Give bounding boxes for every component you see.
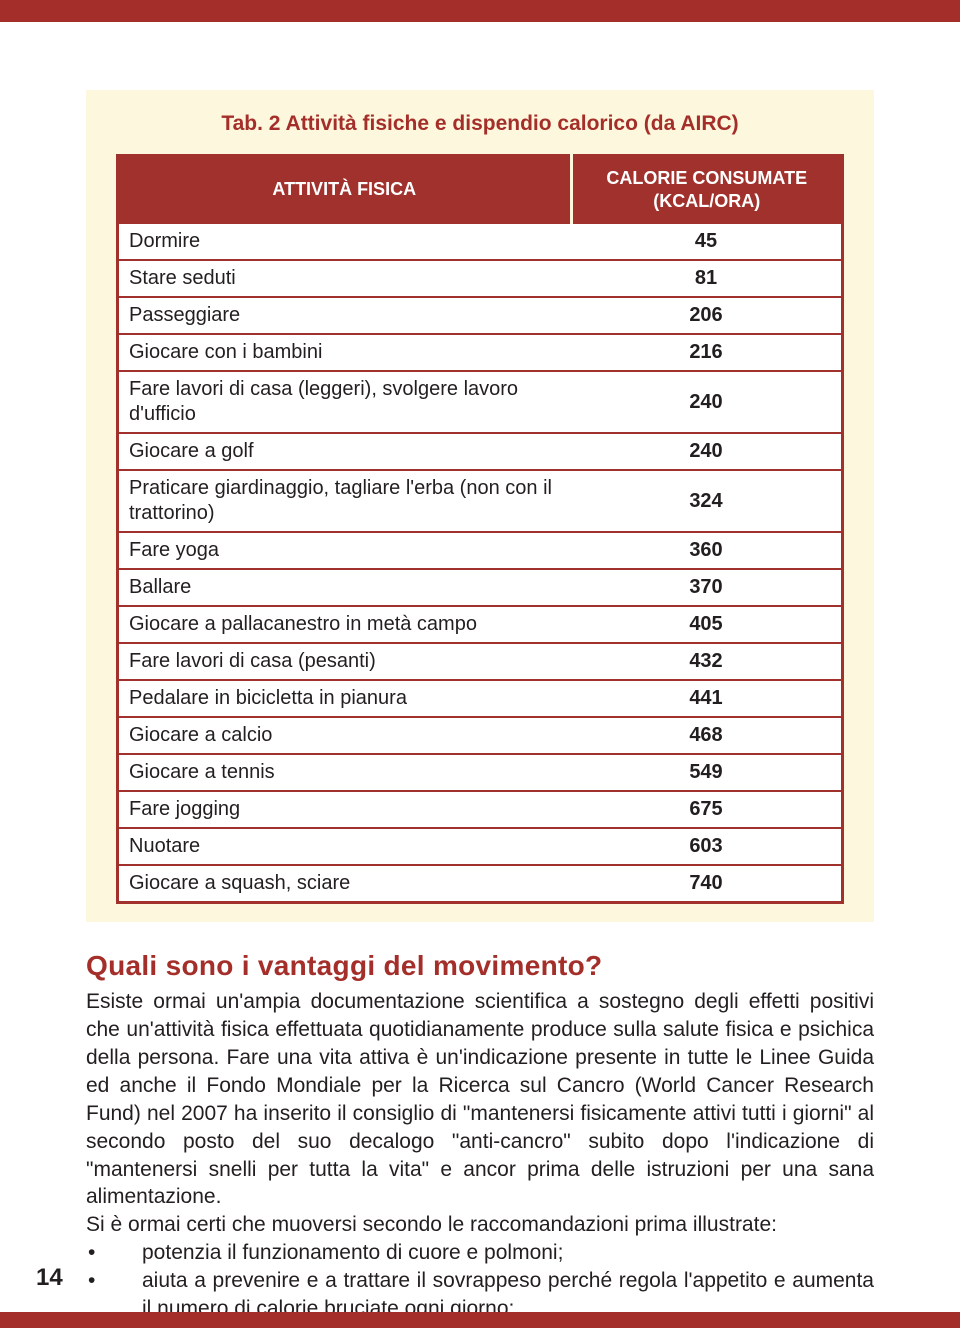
activity-cell: Stare seduti <box>118 260 572 297</box>
activity-cell: Passeggiare <box>118 297 572 334</box>
table-row: Fare lavori di casa (pesanti)432 <box>118 643 843 680</box>
table-row: Giocare a squash, sciare740 <box>118 865 843 903</box>
value-cell: 740 <box>571 865 843 903</box>
activity-cell: Dormire <box>118 223 572 260</box>
table-row: Ballare370 <box>118 569 843 606</box>
top-bar <box>0 0 960 22</box>
value-cell: 240 <box>571 371 843 433</box>
value-cell: 360 <box>571 532 843 569</box>
bullet-list: potenzia il funzionamento di cuore e pol… <box>86 1239 874 1323</box>
activity-cell: Fare lavori di casa (leggeri), svolgere … <box>118 371 572 433</box>
value-cell: 441 <box>571 680 843 717</box>
table-row: Praticare giardinaggio, tagliare l'erba … <box>118 470 843 532</box>
table-row: Giocare a pallacanestro in metà campo405 <box>118 606 843 643</box>
activity-cell: Praticare giardinaggio, tagliare l'erba … <box>118 470 572 532</box>
col-header-calories: CALORIE CONSUMATE (KCAL/ORA) <box>571 156 843 224</box>
value-cell: 324 <box>571 470 843 532</box>
table-row: Giocare a tennis549 <box>118 754 843 791</box>
table-row: Giocare a calcio468 <box>118 717 843 754</box>
activity-cell: Fare lavori di casa (pesanti) <box>118 643 572 680</box>
value-cell: 432 <box>571 643 843 680</box>
value-cell: 405 <box>571 606 843 643</box>
value-cell: 370 <box>571 569 843 606</box>
page-content: Tab. 2 Attività fisiche e dispendio calo… <box>0 22 960 1323</box>
activity-cell: Pedalare in bicicletta in pianura <box>118 680 572 717</box>
activity-cell: Giocare a tennis <box>118 754 572 791</box>
col-header-activity: ATTIVITÀ FISICA <box>118 156 572 224</box>
value-cell: 216 <box>571 334 843 371</box>
activity-cell: Giocare con i bambini <box>118 334 572 371</box>
table-row: Passeggiare206 <box>118 297 843 334</box>
value-cell: 549 <box>571 754 843 791</box>
value-cell: 675 <box>571 791 843 828</box>
activity-table: ATTIVITÀ FISICA CALORIE CONSUMATE (KCAL/… <box>116 154 844 904</box>
value-cell: 45 <box>571 223 843 260</box>
value-cell: 206 <box>571 297 843 334</box>
body-paragraph-1: Esiste ormai un'ampia documentazione sci… <box>86 988 874 1211</box>
value-cell: 468 <box>571 717 843 754</box>
table-row: Giocare a golf240 <box>118 433 843 470</box>
table-row: Nuotare603 <box>118 828 843 865</box>
bottom-bar <box>0 1312 960 1328</box>
table-row: Stare seduti81 <box>118 260 843 297</box>
table-row: Dormire45 <box>118 223 843 260</box>
activity-cell: Giocare a pallacanestro in metà campo <box>118 606 572 643</box>
table-row: Fare lavori di casa (leggeri), svolgere … <box>118 371 843 433</box>
activity-cell: Ballare <box>118 569 572 606</box>
page-number: 14 <box>36 1264 63 1292</box>
table-row: Fare yoga360 <box>118 532 843 569</box>
table-container: Tab. 2 Attività fisiche e dispendio calo… <box>86 90 874 922</box>
table-title: Tab. 2 Attività fisiche e dispendio calo… <box>116 112 844 136</box>
activity-cell: Giocare a calcio <box>118 717 572 754</box>
activity-cell: Fare jogging <box>118 791 572 828</box>
value-cell: 81 <box>571 260 843 297</box>
activity-cell: Fare yoga <box>118 532 572 569</box>
page-wrap: Tab. 2 Attività fisiche e dispendio calo… <box>0 0 960 1328</box>
value-cell: 240 <box>571 433 843 470</box>
activity-cell: Giocare a squash, sciare <box>118 865 572 903</box>
list-item: potenzia il funzionamento di cuore e pol… <box>86 1239 874 1267</box>
table-row: Giocare con i bambini216 <box>118 334 843 371</box>
body-paragraph-2: Si è ormai certi che muoversi secondo le… <box>86 1211 874 1239</box>
table-row: Fare jogging675 <box>118 791 843 828</box>
value-cell: 603 <box>571 828 843 865</box>
activity-cell: Giocare a golf <box>118 433 572 470</box>
table-row: Pedalare in bicicletta in pianura441 <box>118 680 843 717</box>
table-header-row: ATTIVITÀ FISICA CALORIE CONSUMATE (KCAL/… <box>118 156 843 224</box>
section-heading: Quali sono i vantaggi del movimento? <box>86 950 874 982</box>
activity-cell: Nuotare <box>118 828 572 865</box>
